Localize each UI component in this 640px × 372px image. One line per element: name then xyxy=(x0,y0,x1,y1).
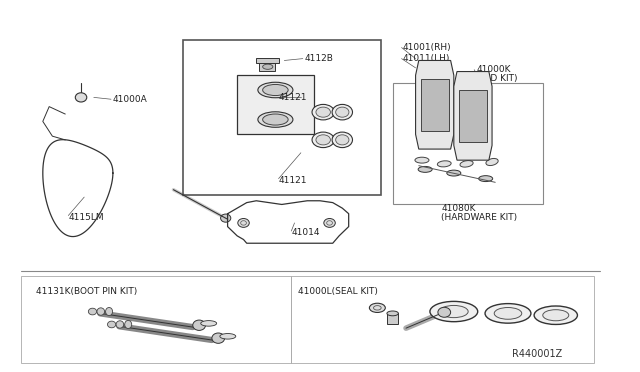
Text: R440001Z: R440001Z xyxy=(512,349,562,359)
Ellipse shape xyxy=(479,176,493,182)
Ellipse shape xyxy=(440,305,468,318)
Ellipse shape xyxy=(88,308,97,315)
Text: 4115LM: 4115LM xyxy=(68,213,104,222)
Ellipse shape xyxy=(447,170,461,176)
Text: (PAD KIT): (PAD KIT) xyxy=(476,74,518,83)
Ellipse shape xyxy=(335,107,349,117)
Ellipse shape xyxy=(324,218,335,227)
Ellipse shape xyxy=(437,161,451,167)
Ellipse shape xyxy=(418,166,432,172)
Ellipse shape xyxy=(369,303,385,312)
Ellipse shape xyxy=(415,157,429,163)
Ellipse shape xyxy=(258,112,293,127)
Text: 41121: 41121 xyxy=(278,93,307,102)
Text: 41000K: 41000K xyxy=(476,65,511,74)
Text: 41121: 41121 xyxy=(278,176,307,185)
Ellipse shape xyxy=(76,93,87,102)
Bar xyxy=(237,75,314,134)
Polygon shape xyxy=(420,79,449,131)
Ellipse shape xyxy=(312,105,334,120)
Bar xyxy=(20,276,291,363)
Ellipse shape xyxy=(193,320,205,330)
Text: 4112B: 4112B xyxy=(304,54,333,63)
Polygon shape xyxy=(454,71,492,160)
Text: 41000L(SEAL KIT): 41000L(SEAL KIT) xyxy=(298,287,378,296)
Ellipse shape xyxy=(316,107,330,117)
Ellipse shape xyxy=(460,161,473,167)
Ellipse shape xyxy=(238,218,249,227)
Ellipse shape xyxy=(534,306,577,324)
Ellipse shape xyxy=(316,135,330,145)
Ellipse shape xyxy=(494,308,522,319)
Text: 41000A: 41000A xyxy=(113,95,148,104)
Ellipse shape xyxy=(485,304,531,323)
Ellipse shape xyxy=(97,308,104,315)
Text: 41131K(BOOT PIN KIT): 41131K(BOOT PIN KIT) xyxy=(36,287,138,296)
Ellipse shape xyxy=(125,320,132,328)
Ellipse shape xyxy=(106,308,113,315)
Ellipse shape xyxy=(220,334,236,339)
Bar xyxy=(183,40,381,195)
Ellipse shape xyxy=(486,158,498,166)
Ellipse shape xyxy=(262,114,288,125)
Text: 41080K: 41080K xyxy=(441,203,476,213)
Bar xyxy=(259,62,275,71)
Text: 41001(RH): 41001(RH) xyxy=(403,43,451,52)
Ellipse shape xyxy=(221,214,231,222)
Ellipse shape xyxy=(332,105,353,120)
Polygon shape xyxy=(459,90,487,142)
Bar xyxy=(394,83,543,205)
Text: 41011(LH): 41011(LH) xyxy=(403,54,450,63)
Ellipse shape xyxy=(212,333,225,343)
Ellipse shape xyxy=(387,311,398,316)
Ellipse shape xyxy=(430,301,477,322)
Ellipse shape xyxy=(258,82,293,98)
Text: 41014: 41014 xyxy=(291,228,320,237)
Bar xyxy=(256,58,279,63)
Text: (HARDWARE KIT): (HARDWARE KIT) xyxy=(441,213,517,222)
Ellipse shape xyxy=(335,135,349,145)
Ellipse shape xyxy=(332,132,353,148)
Ellipse shape xyxy=(108,321,116,328)
Ellipse shape xyxy=(438,307,451,317)
Ellipse shape xyxy=(201,321,217,326)
Ellipse shape xyxy=(116,321,124,328)
Polygon shape xyxy=(415,61,454,149)
Ellipse shape xyxy=(262,64,273,69)
Ellipse shape xyxy=(312,132,334,148)
Bar xyxy=(291,276,594,363)
Bar xyxy=(387,313,398,324)
Ellipse shape xyxy=(262,84,288,96)
Ellipse shape xyxy=(543,310,569,321)
